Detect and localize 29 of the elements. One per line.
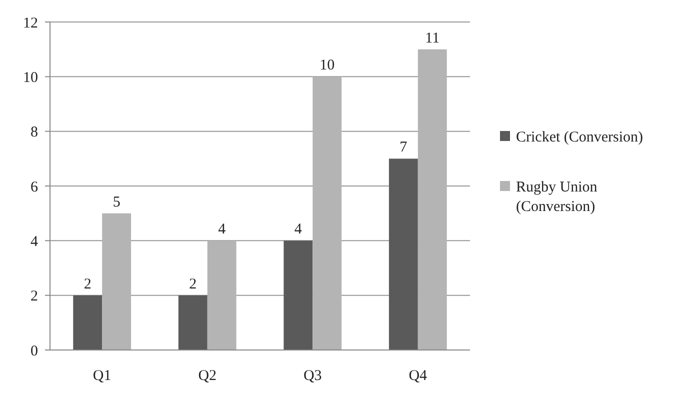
y-tick-label: 8 <box>30 124 38 141</box>
x-tick-label: Q1 <box>92 368 112 384</box>
data-label: 2 <box>189 276 197 292</box>
data-label: 4 <box>294 222 302 238</box>
legend-label: Rugby Union (Conversion) <box>516 179 598 215</box>
bar <box>178 295 208 350</box>
x-tick-label: Q3 <box>303 368 322 384</box>
data-label: 2 <box>84 276 92 292</box>
bar <box>102 213 132 350</box>
data-label: 10 <box>320 58 335 74</box>
bar <box>73 295 102 350</box>
bar <box>284 240 313 350</box>
bar <box>207 240 236 350</box>
data-label: 7 <box>400 140 408 156</box>
legend-label: Cricket (Conversion) <box>516 129 644 146</box>
x-tick-label: Q2 <box>198 368 217 384</box>
y-tick-label: 0 <box>30 343 38 360</box>
y-tick-label: 6 <box>30 179 38 196</box>
y-tick-label: 10 <box>23 70 38 86</box>
x-tick-label: Q4 <box>408 368 428 384</box>
bar <box>388 158 418 350</box>
data-label: 4 <box>218 222 226 238</box>
y-tick-label: 4 <box>30 234 38 250</box>
y-tick-label: 12 <box>23 15 38 32</box>
bar <box>312 76 342 350</box>
y-tick-label: 2 <box>30 288 38 305</box>
data-label: 5 <box>112 194 120 210</box>
bar <box>418 49 447 350</box>
data-label: 11 <box>425 30 440 46</box>
